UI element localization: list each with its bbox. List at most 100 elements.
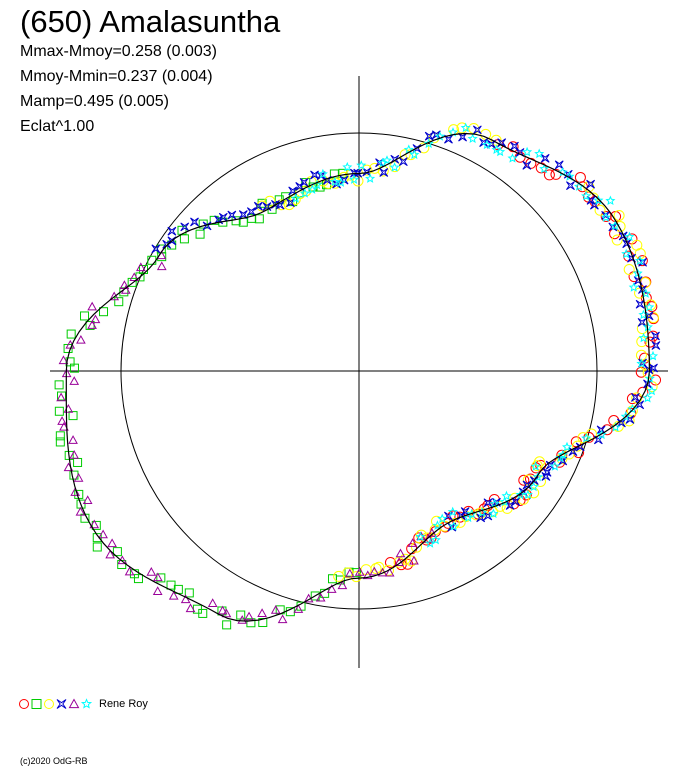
data-point-star [409, 149, 420, 160]
data-point-square [195, 229, 205, 239]
data-point-bowtie [167, 226, 177, 236]
data-point-triangle [75, 506, 86, 516]
stat-mmoy-mmin: Mmoy-Mmin=0.237 (0.004) [20, 68, 213, 85]
data-point-triangle [217, 605, 228, 615]
data-point-star [317, 168, 328, 179]
data-point-bowtie [238, 210, 248, 219]
stat-eclat: Eclat^1.00 [20, 118, 95, 135]
data-point-circle [574, 171, 586, 183]
data-point-circle [594, 204, 606, 216]
data-point-bowtie [638, 257, 648, 267]
reference-circle [120, 132, 598, 610]
data-point-triangle [76, 334, 86, 344]
data-point-triangle [135, 262, 146, 272]
data-point-bowtie [542, 467, 552, 477]
data-point-triangle [185, 603, 196, 613]
data-point-bowtie [586, 179, 596, 189]
data-point-circle [410, 541, 422, 553]
data-point-star [581, 190, 592, 201]
data-point-circle [543, 169, 555, 181]
data-point-square [335, 575, 345, 585]
stat-mmax-mmoy: Mmax-Mmoy=0.258 (0.003) [20, 43, 217, 60]
data-point-circle [456, 122, 468, 134]
data-point-bowtie [151, 244, 161, 254]
data-point-star [562, 441, 573, 452]
data-point-bowtie [540, 153, 550, 163]
legend-marker-star [80, 698, 93, 709]
data-point-triangle [105, 549, 116, 559]
data-point-triangle [237, 615, 248, 624]
data-point-square [114, 297, 124, 307]
data-point-star [423, 138, 434, 149]
data-point-star [342, 161, 353, 172]
data-point-star [425, 538, 436, 548]
data-points [54, 122, 662, 630]
data-point-star [549, 461, 560, 471]
data-point-square [209, 215, 219, 225]
data-point-bowtie [510, 141, 519, 151]
data-point-square [73, 457, 83, 467]
data-point-star [467, 133, 478, 144]
data-point-circle [623, 264, 635, 276]
data-point-star [329, 176, 340, 187]
data-point-star [624, 231, 635, 242]
data-point-star [557, 449, 568, 460]
data-point-square [99, 307, 109, 317]
data-point-triangle [337, 580, 348, 590]
data-point-star [605, 195, 616, 206]
data-point-bowtie [622, 239, 632, 249]
data-point-bowtie [586, 195, 596, 205]
data-point-star [307, 184, 318, 194]
data-point-bowtie [644, 365, 654, 375]
data-point-triangle [89, 519, 100, 529]
data-point-bowtie [558, 456, 568, 466]
data-point-circle [650, 374, 662, 386]
data-point-bowtie [180, 222, 190, 232]
data-point-square [327, 574, 337, 584]
data-point-star [638, 332, 649, 343]
data-point-star [488, 508, 499, 518]
data-point-triangle [98, 529, 108, 539]
data-point-triangle [344, 568, 355, 578]
data-point-bowtie [566, 181, 575, 191]
data-point-circle [534, 456, 546, 468]
data-point-bowtie [444, 134, 453, 144]
data-point-circle [373, 561, 385, 573]
data-point-star [348, 174, 359, 184]
data-point-star [491, 144, 502, 155]
data-point-circle [264, 195, 276, 207]
data-point-circle [480, 128, 492, 140]
data-point-square [198, 608, 208, 618]
data-point-star [448, 521, 459, 531]
legend-marker-square [31, 699, 42, 709]
data-point-square [66, 329, 76, 339]
data-point-triangle [57, 416, 67, 425]
data-point-circle [609, 228, 621, 240]
data-point-star [539, 163, 550, 174]
data-point-circle [634, 287, 646, 299]
data-point-circle [637, 386, 649, 398]
data-point-bowtie [483, 511, 493, 521]
data-point-bowtie [190, 217, 199, 227]
data-point-star [610, 422, 621, 432]
data-point-star [628, 282, 639, 292]
data-point-bowtie [601, 210, 611, 220]
data-point-bowtie [635, 400, 645, 410]
data-point-square [80, 311, 90, 321]
data-point-triangle [109, 291, 120, 301]
data-point-bowtie [379, 168, 389, 177]
data-point-circle [507, 141, 519, 153]
data-point-star [646, 385, 657, 396]
data-point-square [112, 547, 122, 557]
data-point-square [69, 363, 79, 373]
data-point-triangle [277, 614, 288, 624]
data-point-square [133, 574, 143, 584]
data-point-square [184, 588, 194, 598]
data-point-triangle [90, 314, 101, 324]
data-point-star [644, 373, 655, 383]
data-point-square [57, 391, 67, 401]
data-point-triangle [407, 538, 418, 547]
data-point-star [528, 481, 539, 492]
data-point-star [290, 193, 301, 203]
